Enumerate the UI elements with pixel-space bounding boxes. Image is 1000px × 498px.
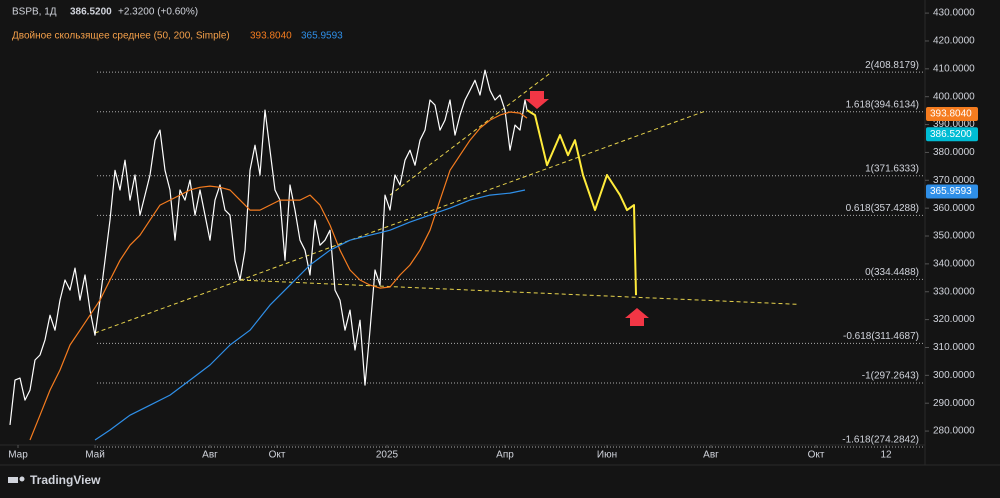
y-tick-label: 430.0000 [933, 8, 975, 19]
legend-price: 386.5200 [70, 7, 112, 18]
price-badge [926, 106, 978, 121]
price-badge-label: 393.8040 [930, 109, 972, 120]
fib-label: -1(297.2643) [862, 371, 919, 382]
trend-line [239, 279, 798, 305]
y-tick-label: 330.0000 [933, 286, 975, 297]
fib-label: -0.618(311.4687) [843, 331, 919, 342]
y-tick-label: 280.0000 [933, 426, 975, 437]
y-tick-label: 340.0000 [933, 259, 975, 270]
trend-line [94, 110, 706, 334]
y-tick-label: 410.0000 [933, 63, 975, 74]
y-tick-label: 300.0000 [933, 370, 975, 381]
legend-change: +2.3200 (+0.60%) [118, 7, 198, 18]
series-line [94, 189, 526, 441]
x-tick-label: 12 [880, 450, 892, 461]
x-tick-label: Июн [597, 450, 617, 461]
fib-label: -1.618(274.2842) [842, 435, 919, 446]
x-tick-label: Май [85, 450, 105, 461]
series-line [9, 69, 528, 425]
legend-ma200: 365.9593 [301, 31, 343, 42]
y-tick-label: 350.0000 [933, 231, 975, 242]
fib-label: 0.618(357.4288) [846, 203, 919, 214]
y-tick-label: 420.0000 [933, 36, 975, 47]
brand-logo [8, 476, 25, 483]
fib-label: 0(334.4488) [865, 267, 919, 278]
legend-indicator: Двойное скользящее среднее (50, 200, Sim… [12, 31, 230, 42]
down-arrow [525, 91, 549, 109]
price-badge-label: 386.5200 [930, 129, 972, 140]
fib-label: 1.618(394.6134) [846, 99, 919, 110]
y-tick-label: 380.0000 [933, 147, 975, 158]
x-tick-label: Окт [808, 450, 825, 461]
trend-line [389, 72, 551, 196]
series-line [526, 109, 637, 296]
y-tick-label: 390.0000 [933, 119, 975, 130]
brand: TradingView [30, 473, 101, 487]
price-axis [925, 0, 1000, 465]
x-tick-label: Окт [269, 450, 286, 461]
x-tick-label: Мар [8, 450, 28, 461]
legend-ma50: 393.8040 [250, 31, 292, 42]
x-tick-label: Авг [202, 450, 218, 461]
up-arrow [625, 308, 649, 326]
y-tick-label: 370.0000 [933, 175, 975, 186]
y-tick-label: 310.0000 [933, 342, 975, 353]
y-tick-label: 320.0000 [933, 314, 975, 325]
price-badge-label: 365.9593 [930, 186, 972, 197]
legend-symbol: BSPB, 1Д [12, 7, 57, 18]
y-tick-label: 400.0000 [933, 91, 975, 102]
price-badge [926, 127, 978, 142]
y-tick-label: 360.0000 [933, 203, 975, 214]
y-tick-label: 290.0000 [933, 398, 975, 409]
series-line [29, 111, 528, 441]
x-tick-label: 2025 [376, 450, 399, 461]
x-tick-label: Апр [496, 450, 514, 461]
fib-label: 1(371.6333) [865, 163, 919, 174]
price-badge [926, 184, 978, 199]
x-tick-label: Авг [703, 450, 719, 461]
fib-label: 2(408.8179) [865, 60, 919, 71]
